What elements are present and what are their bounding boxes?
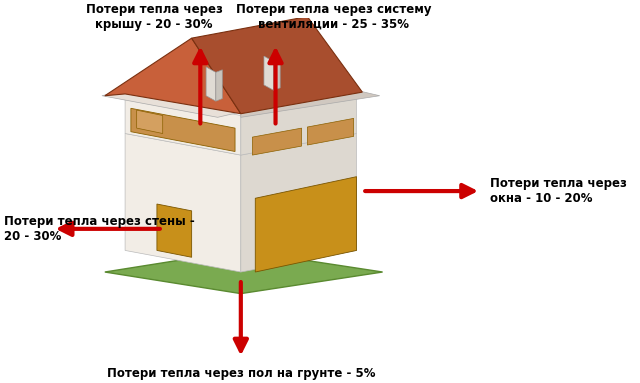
Polygon shape <box>105 250 383 294</box>
Polygon shape <box>191 16 362 114</box>
Polygon shape <box>157 204 191 257</box>
Polygon shape <box>241 134 356 272</box>
Polygon shape <box>102 90 241 117</box>
Text: Потери тепла через пол на грунте - 5%: Потери тепла через пол на грунте - 5% <box>107 367 375 380</box>
Text: Потери тепла через систему
вентиляции - 25 - 35%: Потери тепла через систему вентиляции - … <box>236 3 431 31</box>
Polygon shape <box>206 67 216 101</box>
Polygon shape <box>216 70 222 101</box>
Text: Потери тепла через стены -
20 - 30%: Потери тепла через стены - 20 - 30% <box>4 215 195 243</box>
Polygon shape <box>105 38 241 114</box>
Polygon shape <box>274 59 280 90</box>
Polygon shape <box>131 108 235 152</box>
Text: Потери тепла через
крышу - 20 - 30%: Потери тепла через крышу - 20 - 30% <box>86 3 223 31</box>
Polygon shape <box>241 90 380 117</box>
Text: Потери тепла через
окна - 10 - 20%: Потери тепла через окна - 10 - 20% <box>490 177 627 205</box>
Polygon shape <box>255 177 356 272</box>
Polygon shape <box>307 118 354 145</box>
Polygon shape <box>264 56 274 90</box>
Polygon shape <box>125 134 241 272</box>
Polygon shape <box>241 94 356 155</box>
Polygon shape <box>137 110 163 134</box>
Polygon shape <box>125 94 241 155</box>
Polygon shape <box>252 128 301 155</box>
